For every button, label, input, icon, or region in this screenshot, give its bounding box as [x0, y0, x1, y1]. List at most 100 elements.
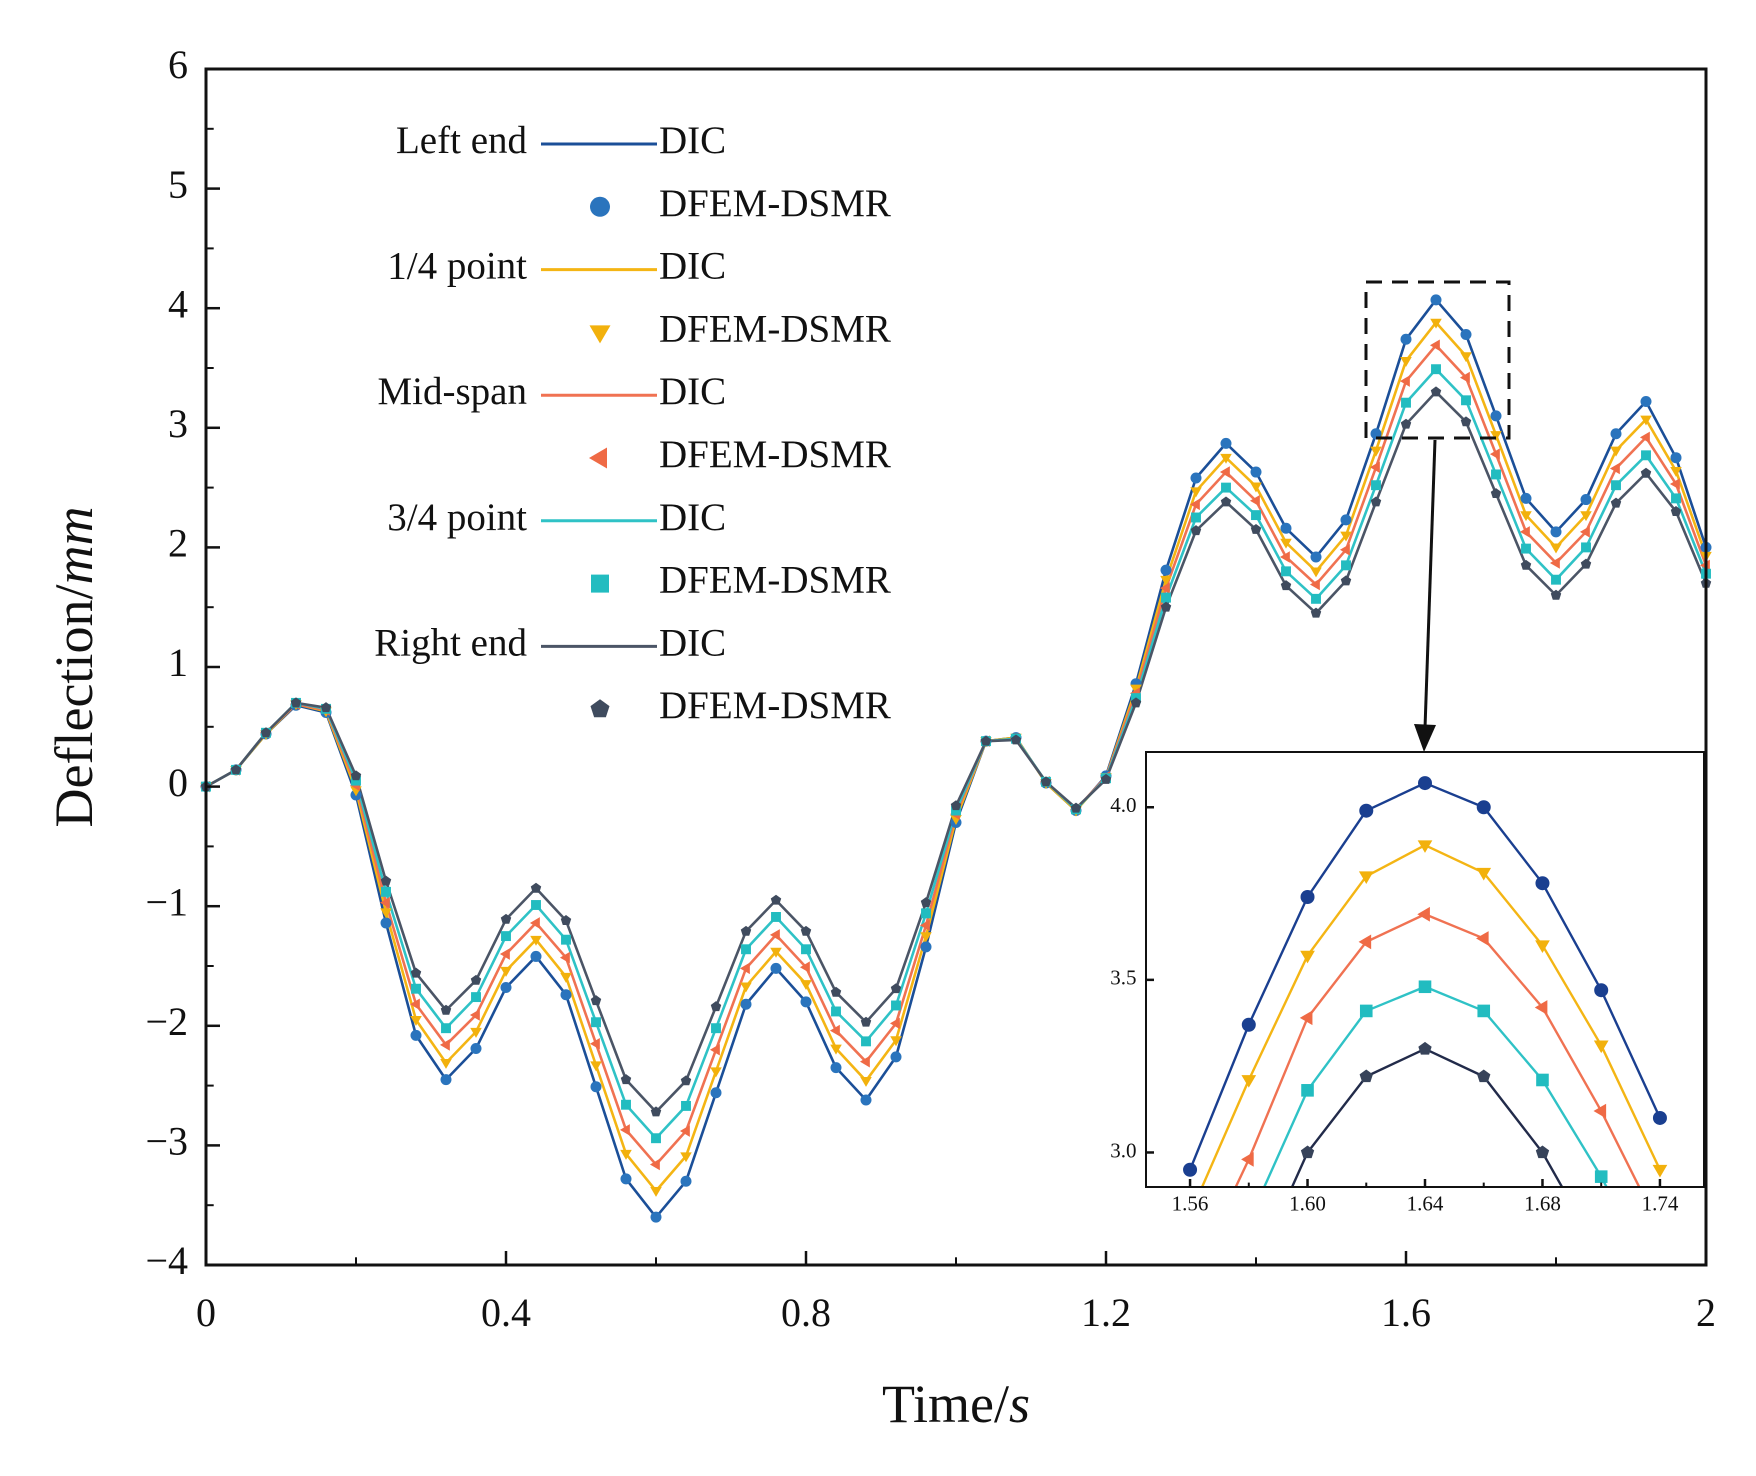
marker	[1358, 934, 1372, 950]
marker	[919, 919, 930, 932]
marker	[950, 800, 962, 811]
marker	[1459, 371, 1470, 384]
marker	[1183, 1404, 1196, 1417]
marker	[1370, 496, 1382, 507]
marker	[471, 992, 481, 1003]
marker	[1670, 452, 1682, 464]
marker	[1595, 1249, 1608, 1262]
marker	[1242, 1277, 1255, 1290]
marker	[1430, 294, 1442, 306]
legend-line-label: DIC	[659, 621, 726, 664]
marker	[1182, 1276, 1195, 1291]
marker	[1241, 1075, 1257, 1088]
marker	[920, 941, 932, 953]
marker	[1183, 1162, 1198, 1177]
marker	[1371, 480, 1381, 491]
marker	[1280, 580, 1292, 591]
marker	[1460, 329, 1472, 341]
x-tick-label: 1.6	[1381, 1290, 1431, 1335]
marker	[739, 962, 750, 975]
legend-marker	[589, 325, 611, 344]
marker	[1400, 333, 1412, 345]
marker	[1190, 525, 1202, 536]
marker	[740, 925, 752, 936]
marker	[1280, 522, 1292, 534]
marker	[770, 894, 782, 905]
marker	[1301, 1084, 1314, 1097]
legend-marker-label: DFEM-DSMR	[659, 182, 891, 225]
marker	[1130, 684, 1142, 695]
marker	[679, 1125, 690, 1137]
marker	[1669, 478, 1680, 490]
marker	[1550, 543, 1562, 554]
marker	[1490, 488, 1502, 499]
marker	[1418, 776, 1432, 791]
marker	[1219, 466, 1230, 478]
marker	[860, 1076, 872, 1087]
marker	[1610, 428, 1622, 440]
marker	[440, 1074, 452, 1086]
marker	[799, 961, 810, 973]
marker	[1221, 482, 1231, 493]
marker	[469, 1009, 480, 1021]
marker	[380, 917, 392, 929]
marker	[1549, 557, 1560, 569]
inset-background	[1146, 752, 1704, 1187]
marker	[1417, 906, 1430, 922]
marker	[1550, 526, 1562, 538]
x-tick-label: 1.64	[1407, 1192, 1444, 1216]
x-tick-label: 1.60	[1289, 1192, 1326, 1216]
marker	[1535, 940, 1550, 954]
y-tick-label: −1	[145, 879, 188, 924]
marker	[290, 697, 302, 708]
y-tick-label: 1	[168, 640, 188, 685]
marker	[1640, 415, 1652, 426]
marker	[891, 1000, 901, 1011]
marker	[771, 912, 781, 922]
marker	[1520, 559, 1532, 570]
marker	[1369, 461, 1380, 474]
y-tick-label: 4.0	[1110, 793, 1136, 817]
marker	[740, 982, 752, 993]
marker	[1430, 386, 1442, 397]
marker	[859, 1055, 870, 1068]
marker	[320, 702, 332, 713]
marker	[1610, 446, 1622, 457]
marker	[890, 1051, 902, 1063]
marker	[409, 998, 420, 1011]
legend-group-label: Right end	[374, 621, 527, 664]
marker	[1010, 734, 1022, 745]
main-plot: 0 0.4 0.8 1.2 1.6 2 −4 −3 −2 −1 0 1 2 3 4 5 6 Time/s Defle…	[44, 42, 1716, 1434]
marker	[1536, 1073, 1549, 1087]
x-axis-title-text: Time/	[882, 1374, 1009, 1434]
marker	[861, 1036, 871, 1047]
marker	[1340, 575, 1352, 586]
marker	[1460, 352, 1472, 363]
marker	[1652, 1221, 1665, 1236]
marker	[1400, 356, 1412, 367]
marker	[559, 951, 570, 964]
marker	[1580, 511, 1592, 522]
marker	[1250, 466, 1262, 478]
marker	[1476, 800, 1491, 815]
marker	[620, 1149, 632, 1160]
marker	[920, 932, 932, 943]
marker	[830, 1044, 842, 1055]
marker	[1300, 1145, 1315, 1159]
y-tick-label: 0	[168, 760, 188, 805]
marker	[1535, 876, 1550, 891]
legend-group-label: 1/4 point	[387, 245, 527, 288]
marker	[1309, 578, 1320, 591]
marker	[1417, 840, 1433, 853]
marker	[410, 1029, 422, 1041]
marker	[501, 931, 511, 942]
marker	[1190, 472, 1202, 484]
legend-marker-label: DFEM-DSMR	[659, 307, 891, 350]
marker	[531, 900, 541, 910]
marker	[1160, 601, 1172, 612]
marker	[1279, 551, 1290, 563]
marker	[440, 1059, 452, 1069]
marker	[800, 980, 812, 990]
marker	[590, 1061, 602, 1072]
